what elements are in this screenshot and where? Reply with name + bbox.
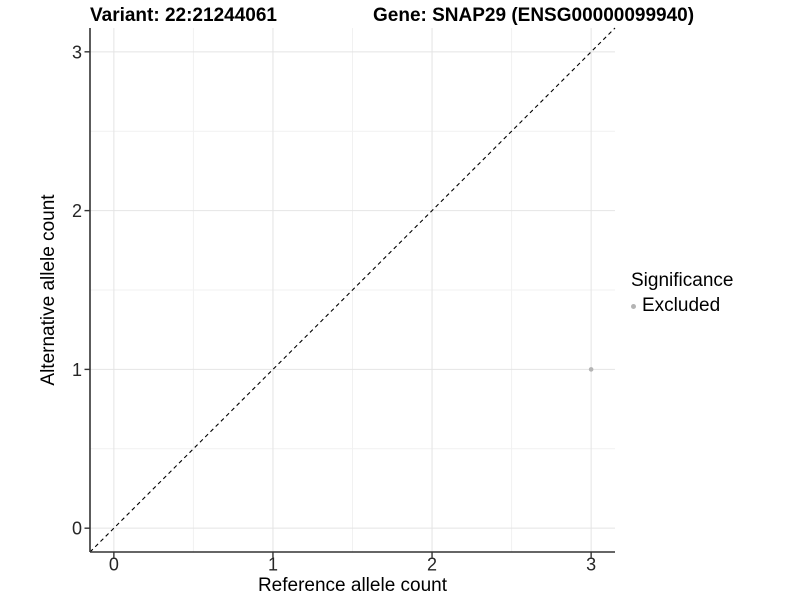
y-tick-label: 0 [72,519,82,539]
x-axis-title: Reference allele count [257,575,448,596]
identity-line [89,27,616,553]
legend-title: Significance [631,270,734,291]
legend: Significance Excluded [631,270,733,318]
y-tick-label: 1 [72,360,82,380]
legend-item-excluded: Excluded [631,295,733,318]
legend-item-label: Excluded [642,294,721,316]
legend-point-icon [631,303,636,309]
y-tick-label: 2 [72,201,82,221]
y-tick-label: 3 [72,42,82,62]
x-tick-label: 3 [586,555,596,575]
data-point [588,367,594,372]
x-tick-label: 2 [427,555,437,575]
x-tick-label: 0 [109,555,119,575]
y-axis-title: Alternative allele count [38,194,59,386]
x-tick-label: 1 [268,555,278,575]
gene-title: Gene: SNAP29 (ENSG00000099940) [373,5,695,26]
variant-title: Variant: 22:21244061 [90,5,277,26]
